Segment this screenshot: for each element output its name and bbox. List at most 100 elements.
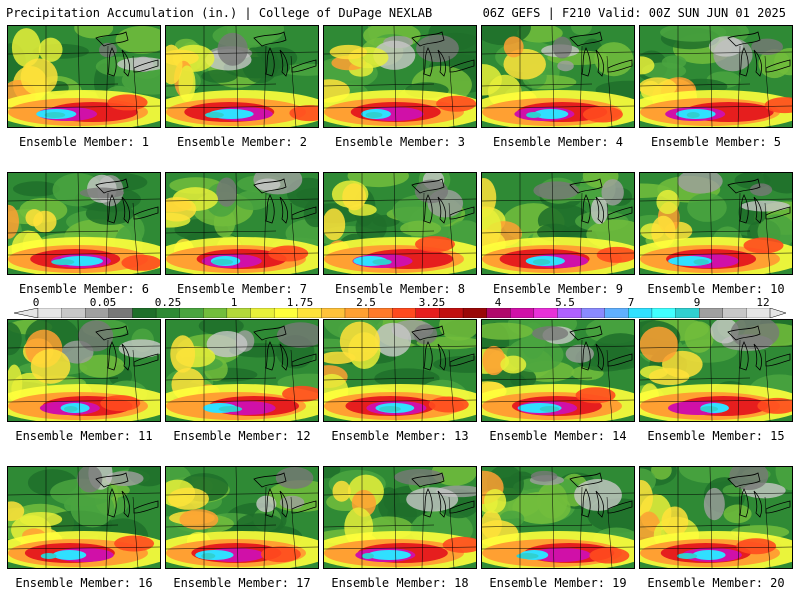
ensemble-member-label: Ensemble Member: 13 bbox=[331, 429, 469, 443]
precipitation-field bbox=[324, 173, 476, 274]
ensemble-member-label: Ensemble Member: 15 bbox=[647, 429, 785, 443]
ensemble-member-map bbox=[481, 319, 635, 422]
ensemble-member-label: Ensemble Member: 18 bbox=[331, 576, 469, 590]
legend-swatch bbox=[746, 308, 771, 318]
legend-swatch bbox=[557, 308, 582, 318]
precipitation-field bbox=[8, 173, 160, 274]
ensemble-member-map bbox=[165, 466, 319, 569]
legend-color-bar bbox=[13, 308, 787, 318]
ensemble-member-map bbox=[481, 25, 635, 128]
precipitation-field bbox=[8, 467, 160, 568]
ensemble-member-label: Ensemble Member: 14 bbox=[489, 429, 627, 443]
ensemble-member-map bbox=[7, 319, 161, 422]
legend-swatch bbox=[439, 308, 464, 318]
legend-swatch bbox=[510, 308, 535, 318]
precipitation-field bbox=[8, 320, 160, 421]
ensemble-member-label: Ensemble Member: 6 bbox=[18, 282, 150, 296]
ensemble-member-label: Ensemble Member: 8 bbox=[334, 282, 466, 296]
legend-tick-label: 2.5 bbox=[356, 296, 376, 309]
ensemble-member-map bbox=[7, 25, 161, 128]
ensemble-member-map bbox=[639, 319, 793, 422]
legend-swatch bbox=[533, 308, 559, 318]
legend-swatch bbox=[462, 308, 488, 318]
ensemble-member-map bbox=[639, 172, 793, 275]
legend-swatch bbox=[321, 308, 346, 318]
legend-swatch bbox=[273, 308, 299, 318]
precipitation-field bbox=[324, 467, 476, 568]
legend-tick-label: 5.5 bbox=[555, 296, 575, 309]
legend-swatch bbox=[699, 308, 724, 318]
legend-swatch bbox=[61, 308, 86, 318]
legend-right-arrow bbox=[769, 308, 787, 318]
legend-swatch bbox=[344, 308, 370, 318]
ensemble-member-label: Ensemble Member: 1 bbox=[18, 135, 150, 149]
legend-swatch bbox=[297, 308, 323, 318]
precipitation-field bbox=[166, 173, 318, 274]
precipitation-field bbox=[482, 320, 634, 421]
legend-swatch bbox=[651, 308, 677, 318]
legend-swatch bbox=[132, 308, 157, 318]
legend-swatch bbox=[368, 308, 393, 318]
ensemble-member-map bbox=[7, 466, 161, 569]
legend-tick-label: 9 bbox=[693, 296, 701, 309]
ensemble-member-label: Ensemble Member: 5 bbox=[650, 135, 782, 149]
legend-tick-label: 0.25 bbox=[154, 296, 182, 309]
ensemble-member-map bbox=[7, 172, 161, 275]
precipitation-field bbox=[166, 26, 318, 127]
legend-tick-label: 0.05 bbox=[89, 296, 117, 309]
ensemble-member-map bbox=[323, 172, 477, 275]
precipitation-field bbox=[8, 26, 160, 127]
legend-tick-label: 1.75 bbox=[286, 296, 314, 309]
legend-swatch bbox=[226, 308, 252, 318]
ensemble-member-map bbox=[323, 319, 477, 422]
legend-tick-label: 1 bbox=[230, 296, 238, 309]
ensemble-member-label: Ensemble Member: 4 bbox=[492, 135, 624, 149]
legend-swatch bbox=[675, 308, 700, 318]
legend-tick-label: 0 bbox=[32, 296, 40, 309]
precipitation-field bbox=[324, 26, 476, 127]
ensemble-member-map bbox=[481, 172, 635, 275]
precipitation-field bbox=[640, 173, 792, 274]
ensemble-member-label: Ensemble Member: 19 bbox=[489, 576, 627, 590]
precipitation-field bbox=[640, 320, 792, 421]
precipitation-field bbox=[482, 26, 634, 127]
precipitation-field bbox=[324, 320, 476, 421]
legend-tick-labels: 0 0.05 0.25 1 1.75 2.5 3.25 4 5.5 7 9 12 bbox=[0, 296, 800, 309]
precipitation-field bbox=[640, 467, 792, 568]
legend-swatch bbox=[108, 308, 134, 318]
ensemble-member-label: Ensemble Member: 10 bbox=[647, 282, 785, 296]
legend-left-arrow bbox=[13, 308, 39, 318]
ensemble-member-label: Ensemble Member: 2 bbox=[176, 135, 308, 149]
precipitation-field bbox=[482, 467, 634, 568]
legend-swatch bbox=[604, 308, 629, 318]
ensemble-member-label: Ensemble Member: 20 bbox=[647, 576, 785, 590]
legend-swatch bbox=[85, 308, 110, 318]
ensemble-member-map bbox=[639, 25, 793, 128]
precipitation-field bbox=[166, 320, 318, 421]
ensemble-member-map bbox=[165, 319, 319, 422]
precipitation-field bbox=[640, 26, 792, 127]
legend-swatch bbox=[486, 308, 511, 318]
ensemble-member-label: Ensemble Member: 17 bbox=[173, 576, 311, 590]
ensemble-member-map bbox=[323, 25, 477, 128]
legend-swatch bbox=[179, 308, 204, 318]
ensemble-member-label: Ensemble Member: 16 bbox=[15, 576, 153, 590]
legend-swatch bbox=[392, 308, 417, 318]
ensemble-member-label: Ensemble Member: 11 bbox=[15, 429, 153, 443]
legend-swatch bbox=[628, 308, 653, 318]
legend-tick-label: 12 bbox=[756, 296, 770, 309]
legend-swatch bbox=[203, 308, 228, 318]
legend-tick-label: 7 bbox=[627, 296, 635, 309]
product-title: Precipitation Accumulation (in.) | Colle… bbox=[6, 6, 433, 20]
precipitation-field bbox=[482, 173, 634, 274]
legend-swatch bbox=[415, 308, 441, 318]
ensemble-member-map bbox=[323, 466, 477, 569]
ensemble-member-map bbox=[481, 466, 635, 569]
ensemble-member-label: Ensemble Member: 3 bbox=[334, 135, 466, 149]
ensemble-member-map bbox=[639, 466, 793, 569]
legend-swatch bbox=[250, 308, 275, 318]
precipitation-color-legend: 0 0.05 0.25 1 1.75 2.5 3.25 4 5.5 7 9 12 bbox=[0, 296, 800, 320]
ensemble-member-label: Ensemble Member: 7 bbox=[176, 282, 308, 296]
legend-swatch bbox=[722, 308, 748, 318]
legend-swatch bbox=[580, 308, 606, 318]
